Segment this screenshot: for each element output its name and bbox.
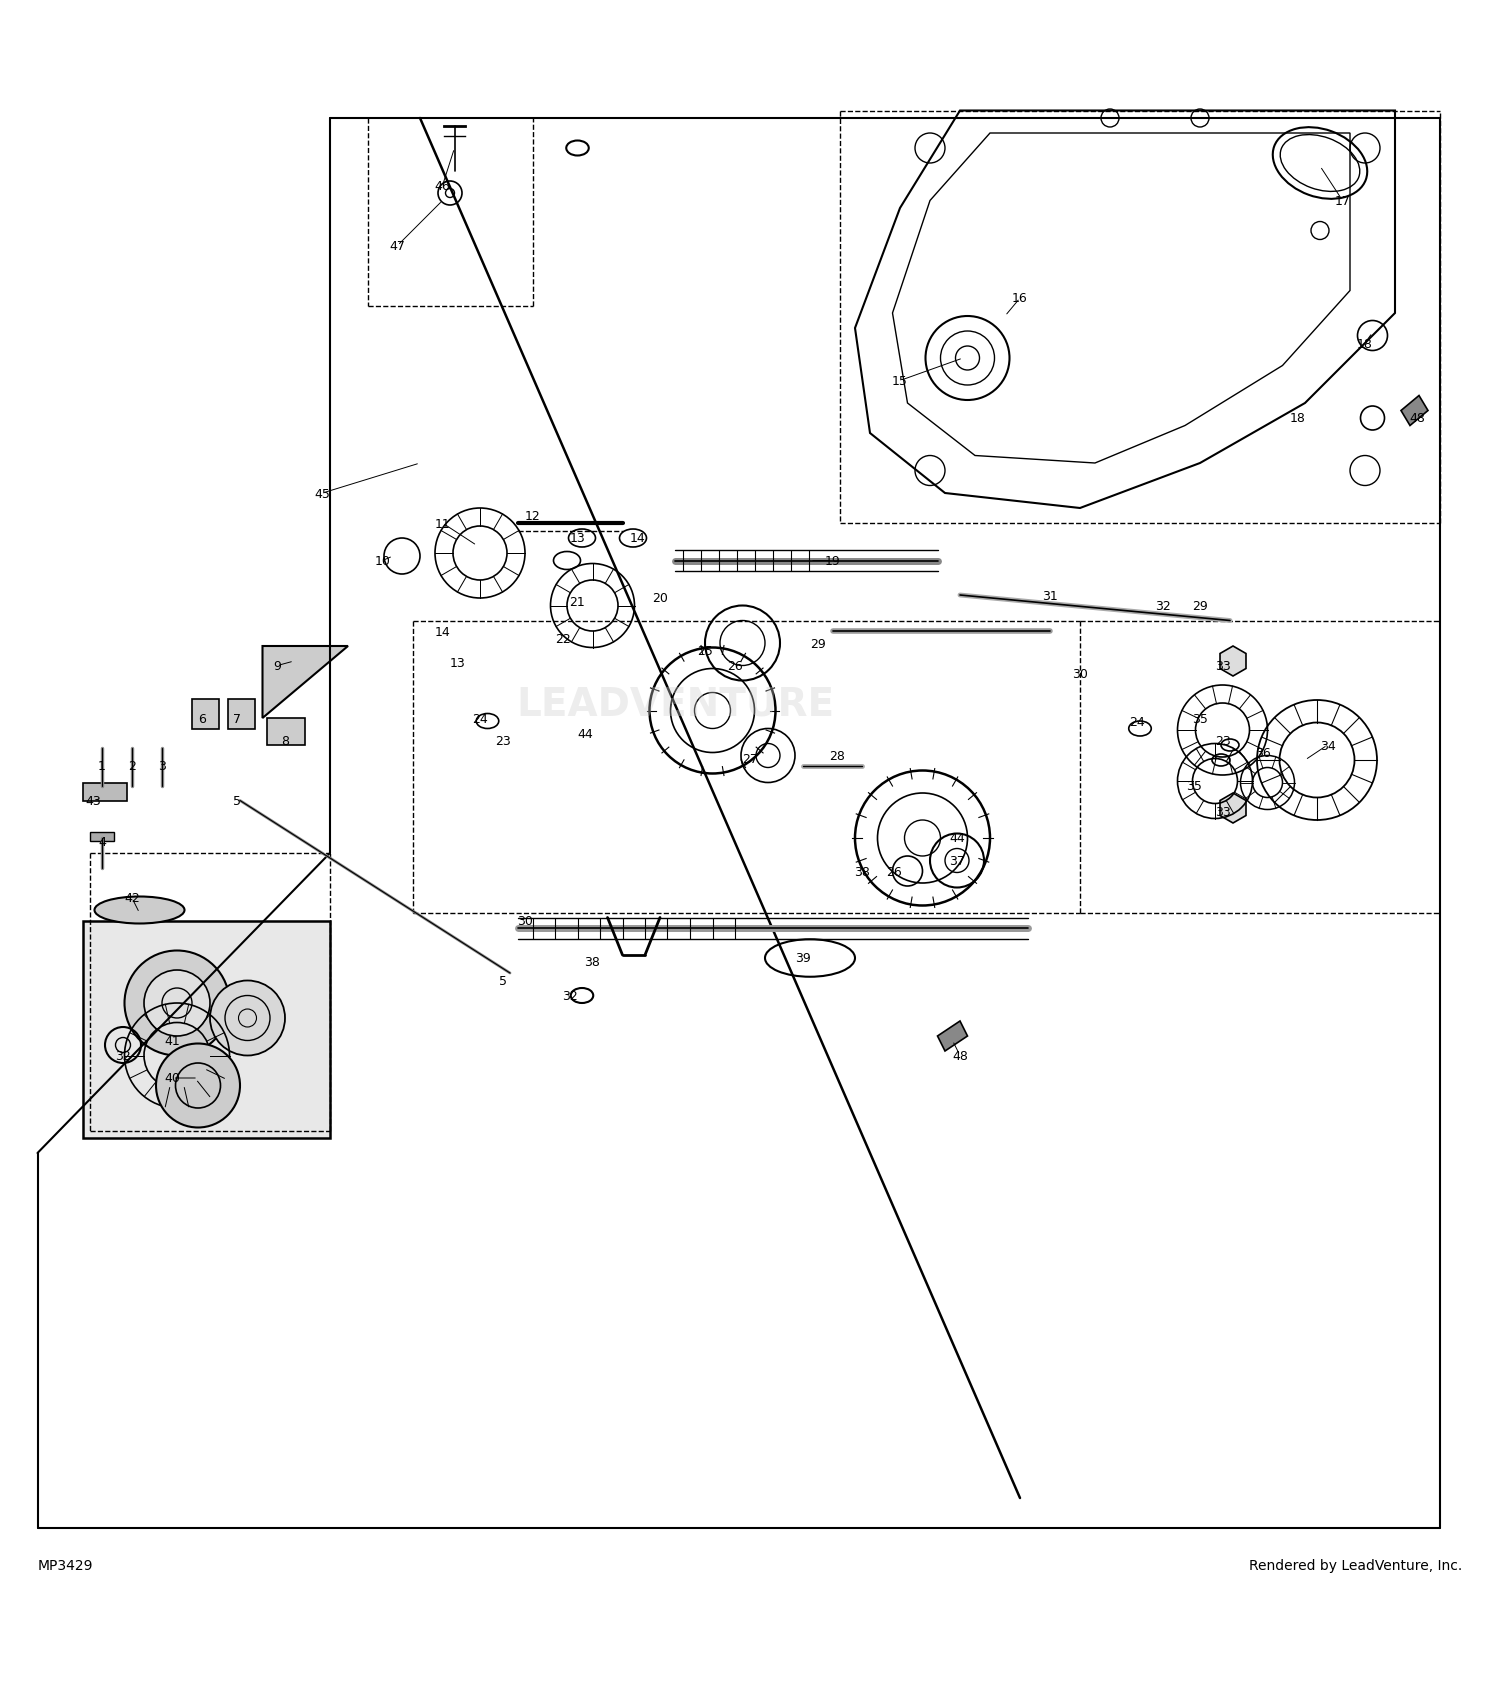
Text: 5: 5 (232, 794, 242, 807)
Text: 25: 25 (698, 645, 712, 657)
Text: 32: 32 (1155, 599, 1170, 613)
Polygon shape (938, 1021, 968, 1052)
Text: 17: 17 (1335, 195, 1350, 208)
Text: 29: 29 (1192, 599, 1208, 613)
Text: 16: 16 (1013, 292, 1028, 306)
Circle shape (210, 982, 285, 1057)
Text: 23: 23 (1215, 734, 1230, 748)
Bar (267, 719, 305, 746)
Text: 42: 42 (124, 893, 140, 905)
Text: 4: 4 (98, 835, 106, 848)
Bar (90, 833, 114, 842)
Polygon shape (82, 922, 330, 1139)
Text: 21: 21 (570, 596, 585, 608)
Polygon shape (1220, 794, 1246, 823)
Text: 43: 43 (86, 794, 100, 807)
Text: 26: 26 (886, 865, 902, 877)
Text: 30: 30 (518, 915, 532, 927)
Text: 5: 5 (498, 975, 507, 987)
Text: 44: 44 (950, 831, 964, 845)
Text: 6: 6 (198, 712, 207, 725)
Bar (82, 784, 128, 801)
Text: 37: 37 (950, 855, 964, 867)
Text: 13: 13 (570, 533, 585, 545)
Text: Rendered by LeadVenture, Inc.: Rendered by LeadVenture, Inc. (1250, 1558, 1462, 1572)
Circle shape (124, 951, 230, 1057)
Text: 2: 2 (128, 760, 136, 773)
Polygon shape (1401, 396, 1428, 427)
Text: 33: 33 (1215, 806, 1230, 818)
Text: 33: 33 (1215, 659, 1230, 673)
Text: 14: 14 (630, 533, 645, 545)
Text: 1: 1 (98, 760, 106, 773)
Ellipse shape (94, 896, 184, 923)
Text: 23: 23 (495, 734, 510, 748)
Text: 14: 14 (435, 625, 450, 638)
Text: 11: 11 (435, 517, 450, 531)
Text: 19: 19 (825, 555, 840, 568)
Text: 29: 29 (810, 637, 825, 650)
Text: 7: 7 (232, 712, 242, 725)
Text: 30: 30 (1072, 667, 1088, 679)
Text: 35: 35 (1192, 712, 1208, 725)
Text: 27: 27 (742, 753, 758, 765)
Text: 46: 46 (435, 179, 450, 193)
Text: 48: 48 (952, 1050, 968, 1062)
Text: 28: 28 (830, 749, 844, 763)
Text: 38: 38 (585, 954, 600, 968)
Polygon shape (262, 647, 348, 719)
Text: 15: 15 (892, 376, 908, 387)
Text: 48: 48 (1410, 413, 1425, 425)
Text: 18: 18 (1358, 338, 1372, 350)
Text: 20: 20 (652, 592, 668, 606)
Text: 40: 40 (165, 1072, 180, 1086)
Circle shape (144, 971, 210, 1036)
Text: 24: 24 (1130, 715, 1144, 729)
Text: LEADVENTURE: LEADVENTURE (516, 685, 834, 722)
Text: 41: 41 (165, 1034, 180, 1048)
Text: 9: 9 (273, 659, 282, 673)
Text: 10: 10 (375, 555, 390, 568)
Text: MP3429: MP3429 (38, 1558, 93, 1572)
Text: 35: 35 (1186, 780, 1202, 792)
Text: 32: 32 (562, 990, 578, 1002)
Polygon shape (1220, 647, 1246, 676)
Text: 26: 26 (728, 659, 742, 673)
Text: 47: 47 (390, 241, 405, 253)
Text: 18: 18 (1290, 413, 1305, 425)
Text: 32: 32 (116, 1050, 130, 1062)
Text: 38: 38 (855, 865, 870, 877)
Text: 31: 31 (1042, 589, 1058, 603)
Text: 8: 8 (280, 734, 290, 748)
Text: 22: 22 (555, 633, 570, 645)
Text: 24: 24 (472, 712, 488, 725)
Text: 39: 39 (795, 953, 810, 964)
Bar (228, 700, 255, 729)
Text: 45: 45 (315, 486, 330, 500)
Circle shape (156, 1045, 240, 1128)
Text: 44: 44 (578, 727, 592, 741)
Text: 34: 34 (1320, 739, 1335, 753)
Text: 13: 13 (450, 657, 465, 669)
Text: 3: 3 (158, 760, 166, 773)
Text: 12: 12 (525, 510, 540, 522)
Bar (192, 700, 219, 729)
Text: 36: 36 (1256, 746, 1270, 760)
